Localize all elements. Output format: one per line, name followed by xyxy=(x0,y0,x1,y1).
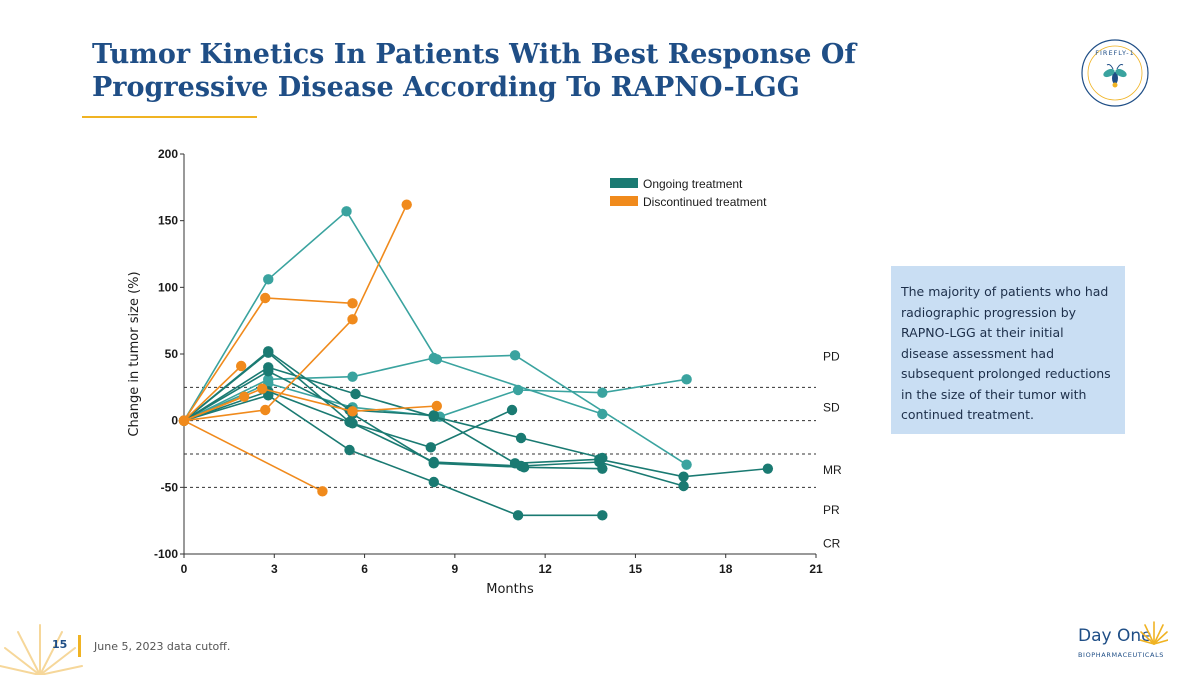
legend-label-discontinued: Discontinued treatment xyxy=(643,195,767,209)
data-point xyxy=(263,347,274,358)
zone-label-cr: CR xyxy=(823,536,841,550)
data-point xyxy=(263,366,274,377)
data-point xyxy=(260,404,271,416)
data-point xyxy=(515,432,527,444)
data-point xyxy=(341,206,352,217)
data-point xyxy=(431,400,442,412)
data-point xyxy=(347,371,358,382)
zone-label-pd: PD xyxy=(823,350,840,364)
zone-label-mr: MR xyxy=(823,463,842,477)
logo-sun-icon xyxy=(1140,621,1168,645)
x-tick-label: 6 xyxy=(361,562,368,576)
data-point xyxy=(263,274,274,285)
series-line xyxy=(183,395,245,422)
data-point xyxy=(762,463,774,474)
data-point xyxy=(681,374,692,385)
series-line xyxy=(183,370,603,470)
zone-label-sd: SD xyxy=(823,400,840,414)
x-tick-label: 12 xyxy=(538,562,552,576)
data-point xyxy=(428,456,439,468)
title-underline xyxy=(82,116,257,118)
logo-subtitle: BIOPHARMACEUTICALS xyxy=(1078,651,1165,659)
data-point xyxy=(428,476,439,488)
firefly-badge-icon: FIREFLY-1 xyxy=(1081,39,1149,107)
data-point xyxy=(515,460,527,472)
x-tick-label: 0 xyxy=(181,562,188,576)
series-ongoing-6 xyxy=(178,366,608,474)
logo-name: Day One xyxy=(1078,626,1152,646)
data-point xyxy=(344,416,355,428)
y-tick-label: 200 xyxy=(158,147,178,161)
data-point xyxy=(425,442,436,453)
footnote: June 5, 2023 data cutoff. xyxy=(94,640,231,653)
series-line xyxy=(183,204,408,422)
series-line xyxy=(183,419,323,493)
data-point xyxy=(317,486,328,497)
y-tick-label: 50 xyxy=(165,347,179,361)
data-point xyxy=(238,391,250,402)
x-axis-title: Months xyxy=(486,582,534,597)
page-number: 15 xyxy=(52,638,68,651)
data-point xyxy=(597,387,608,398)
data-point xyxy=(257,383,268,394)
y-tick-label: -100 xyxy=(154,547,178,561)
day-one-logo: Day One BIOPHARMACEUTICALS xyxy=(1078,618,1178,668)
legend: Ongoing treatment Discontinued treatment xyxy=(610,177,767,209)
y-tick-label: 100 xyxy=(158,280,178,294)
data-point xyxy=(512,510,524,521)
data-point xyxy=(178,415,190,426)
data-point xyxy=(597,510,608,521)
series-discontinued-15 xyxy=(178,415,328,497)
sun-rays-decoration-icon xyxy=(0,624,83,675)
data-point xyxy=(428,352,439,364)
data-point xyxy=(678,471,689,482)
data-point xyxy=(597,408,608,420)
data-point xyxy=(263,390,274,401)
data-point xyxy=(401,199,412,210)
x-tick-label: 18 xyxy=(719,562,733,576)
y-tick-label: 0 xyxy=(171,414,178,428)
legend-label-ongoing: Ongoing treatment xyxy=(643,177,743,191)
series-ongoing-9 xyxy=(178,347,689,492)
x-tick-label: 9 xyxy=(452,562,459,576)
series-line xyxy=(183,394,603,517)
y-tick-label: 150 xyxy=(158,214,178,228)
series-lines xyxy=(178,199,774,521)
data-point xyxy=(512,384,524,396)
response-zones: PD SD MR PR CR xyxy=(823,350,842,551)
callout-box: The majority of patients who had radiogr… xyxy=(891,266,1125,434)
series-discontinued-12 xyxy=(178,360,247,426)
series-line xyxy=(183,350,768,478)
series-line xyxy=(183,354,688,466)
page-title: Tumor Kinetics In Patients With Best Res… xyxy=(92,39,857,103)
badge-text: FIREFLY-1 xyxy=(1095,49,1134,57)
series-ongoing-8 xyxy=(178,390,608,521)
data-point xyxy=(350,388,361,400)
legend-swatch-discontinued xyxy=(610,196,638,206)
data-point xyxy=(260,292,271,304)
y-axis-title: Change in tumor size (%) xyxy=(127,271,142,436)
x-tick-label: 3 xyxy=(271,562,278,576)
data-point xyxy=(347,314,358,325)
data-point xyxy=(428,411,439,422)
zone-label-pr: PR xyxy=(823,503,840,517)
data-point xyxy=(347,298,358,309)
y-tick-label: -50 xyxy=(161,480,179,494)
x-tick-label: 21 xyxy=(809,562,823,576)
data-point xyxy=(506,404,518,416)
data-point xyxy=(509,350,521,361)
data-point xyxy=(678,480,689,492)
data-point xyxy=(681,459,692,470)
x-tick-label: 15 xyxy=(629,562,643,576)
data-point xyxy=(235,360,247,372)
legend-swatch-ongoing xyxy=(610,178,638,188)
data-point xyxy=(347,406,358,417)
series-line xyxy=(183,366,603,459)
footer-divider xyxy=(78,635,81,657)
data-point xyxy=(344,444,355,456)
data-point xyxy=(594,456,605,468)
series-line xyxy=(183,365,242,422)
